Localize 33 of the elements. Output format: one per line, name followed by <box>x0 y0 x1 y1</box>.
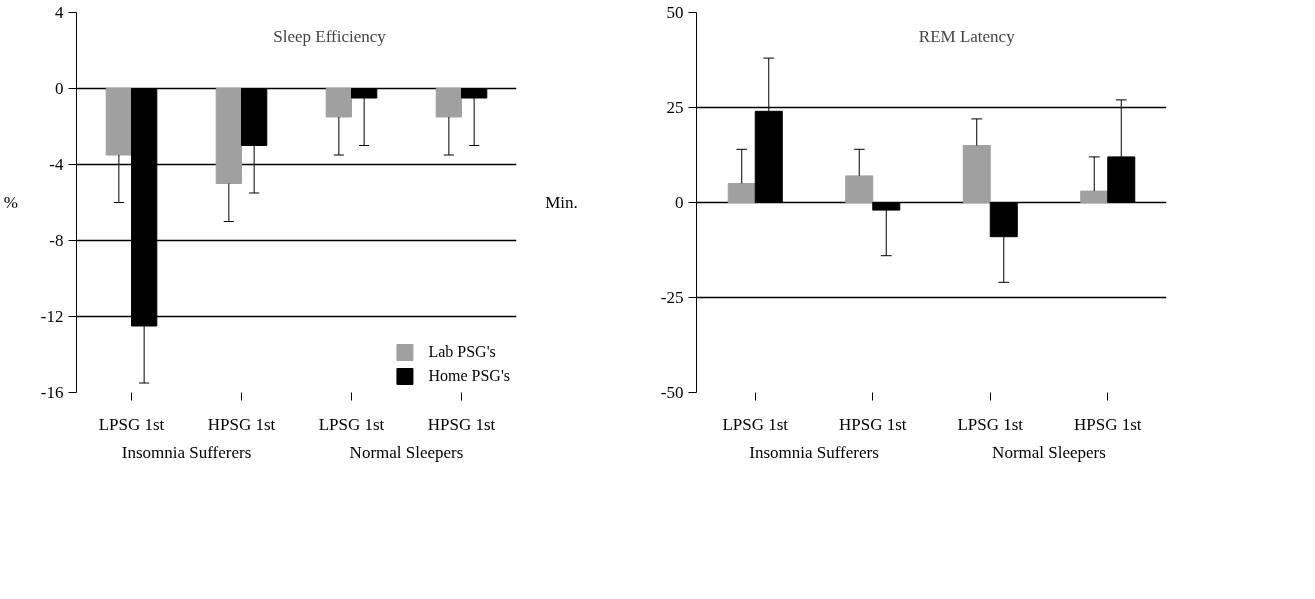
x-tick-label: HPSG 1st <box>838 414 907 434</box>
x-tick-label: HPSG 1st <box>427 414 496 434</box>
bar <box>845 175 874 203</box>
y-tick-label: 0 <box>675 193 684 212</box>
legend-label: Home PSG's <box>428 367 510 385</box>
legend-label: Lab PSG's <box>428 343 496 361</box>
text: Normal Sleepers <box>992 442 1106 462</box>
x-tick-label: LPSG 1st <box>98 414 165 434</box>
y-tick-label: 0 <box>55 79 64 98</box>
text: Sleep Efficiency <box>273 26 387 46</box>
y-tick-label: -4 <box>49 155 64 174</box>
y-tick-label: 50 <box>666 3 684 22</box>
y-tick-label: 25 <box>666 98 684 117</box>
y-tick-label: 4 <box>55 3 64 22</box>
y-tick-label: -50 <box>660 383 684 402</box>
y-tick-label: -8 <box>49 231 64 250</box>
text: REM Latency <box>918 26 1016 46</box>
x-tick-label: LPSG 1st <box>722 414 789 434</box>
y-tick-label: -25 <box>660 288 684 307</box>
y-tick-label: -12 <box>40 307 64 326</box>
x-tick-label: HPSG 1st <box>207 414 276 434</box>
y-axis-title: % <box>3 193 18 212</box>
bar <box>962 145 991 203</box>
text: Insomnia Sufferers <box>121 442 252 462</box>
y-axis-title: Min. <box>545 193 578 212</box>
x-tick-label: LPSG 1st <box>318 414 385 434</box>
text: Insomnia Sufferers <box>749 442 879 462</box>
y-tick-label: -16 <box>40 383 64 402</box>
bar <box>727 183 756 203</box>
text: Normal Sleepers <box>349 442 464 462</box>
bar <box>1080 190 1109 203</box>
x-tick-label: LPSG 1st <box>957 414 1024 434</box>
x-tick-label: HPSG 1st <box>1073 414 1142 434</box>
